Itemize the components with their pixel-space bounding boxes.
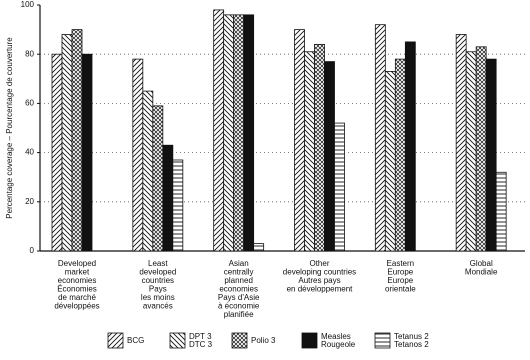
bar <box>304 51 315 252</box>
legend-label: Tetanus 2 <box>394 332 429 341</box>
x-tick-label: Économies <box>57 285 97 294</box>
bar <box>142 90 154 252</box>
bar <box>172 159 184 252</box>
bar <box>51 53 63 252</box>
x-tick-label: développées <box>54 302 99 311</box>
bar <box>455 34 467 252</box>
x-tick-label: Asian <box>229 259 249 268</box>
x-tick-label: Global <box>470 259 493 268</box>
x-tick-label: centrally <box>224 268 254 277</box>
bar <box>334 122 345 252</box>
x-tick-label: de marché <box>58 293 96 302</box>
bar <box>384 71 396 252</box>
y-axis-label: Percentage coverage – Pourcentage de cou… <box>5 37 14 219</box>
x-tick-label: economies <box>219 285 258 294</box>
legend-label: BCG <box>127 336 144 345</box>
y-tick-label: 20 <box>25 197 34 206</box>
bar <box>475 46 487 252</box>
x-tick-label: Developed <box>58 259 96 268</box>
bar <box>233 14 245 252</box>
bar <box>465 51 477 252</box>
bar <box>294 29 305 252</box>
legend-label: Rougeole <box>321 340 356 349</box>
x-tick-label: planifiée <box>224 310 254 319</box>
bar <box>162 144 174 252</box>
x-tick-label: en développement <box>287 285 354 294</box>
legend-swatch <box>169 332 186 349</box>
y-tick-label: 40 <box>25 148 34 157</box>
x-tick-label: economies <box>58 276 97 285</box>
x-tick-label: Other <box>309 259 329 268</box>
legend-label: Tetanos 2 <box>394 340 429 349</box>
legend-swatch <box>301 332 318 349</box>
x-tick-label: countries <box>142 276 174 285</box>
x-tick-label: Least <box>148 259 168 268</box>
legend-swatch <box>107 332 124 349</box>
legend-label: DTC 3 <box>189 340 213 349</box>
legend-label: Measles <box>321 332 351 341</box>
legend-swatch <box>374 332 391 349</box>
bar <box>213 9 225 252</box>
x-tick-label: planned <box>224 276 252 285</box>
bar <box>81 53 93 252</box>
x-tick-label: les moins <box>141 293 175 302</box>
y-tick-label: 80 <box>25 49 34 58</box>
bar <box>132 58 144 252</box>
bar <box>394 58 406 252</box>
x-tick-label: Pays <box>149 285 167 294</box>
bar <box>495 171 507 252</box>
bar <box>314 43 325 252</box>
x-tick-label: Autres pays <box>298 276 340 285</box>
bar <box>152 105 164 252</box>
legend-label: DPT 3 <box>189 332 212 341</box>
bar <box>485 58 497 252</box>
x-tick-label: orientale <box>385 285 416 294</box>
bar <box>61 34 73 252</box>
bar <box>324 61 335 252</box>
x-tick-label: avancés <box>143 302 173 311</box>
x-tick-label: Eastern <box>387 259 415 268</box>
x-tick-label: developed <box>139 268 176 277</box>
x-tick-label: Europe <box>387 268 413 277</box>
x-tick-label: à économie <box>218 302 260 311</box>
x-tick-label: Pays d'Asie <box>218 293 260 302</box>
x-tick-label: Mondiale <box>465 268 498 277</box>
x-tick-label: developing countries <box>283 268 356 277</box>
bar <box>374 24 386 252</box>
bar <box>243 14 255 252</box>
bar <box>71 29 83 252</box>
y-tick-label: 0 <box>30 246 35 255</box>
y-tick-label: 60 <box>25 99 34 108</box>
bar <box>253 243 265 252</box>
x-tick-label: market <box>65 268 90 277</box>
y-tick-label: 100 <box>21 0 35 9</box>
x-tick-label: Europe <box>387 276 413 285</box>
bar <box>404 41 416 252</box>
legend-swatch <box>231 332 248 349</box>
legend-label: Polio 3 <box>251 336 276 345</box>
bar <box>223 14 235 252</box>
